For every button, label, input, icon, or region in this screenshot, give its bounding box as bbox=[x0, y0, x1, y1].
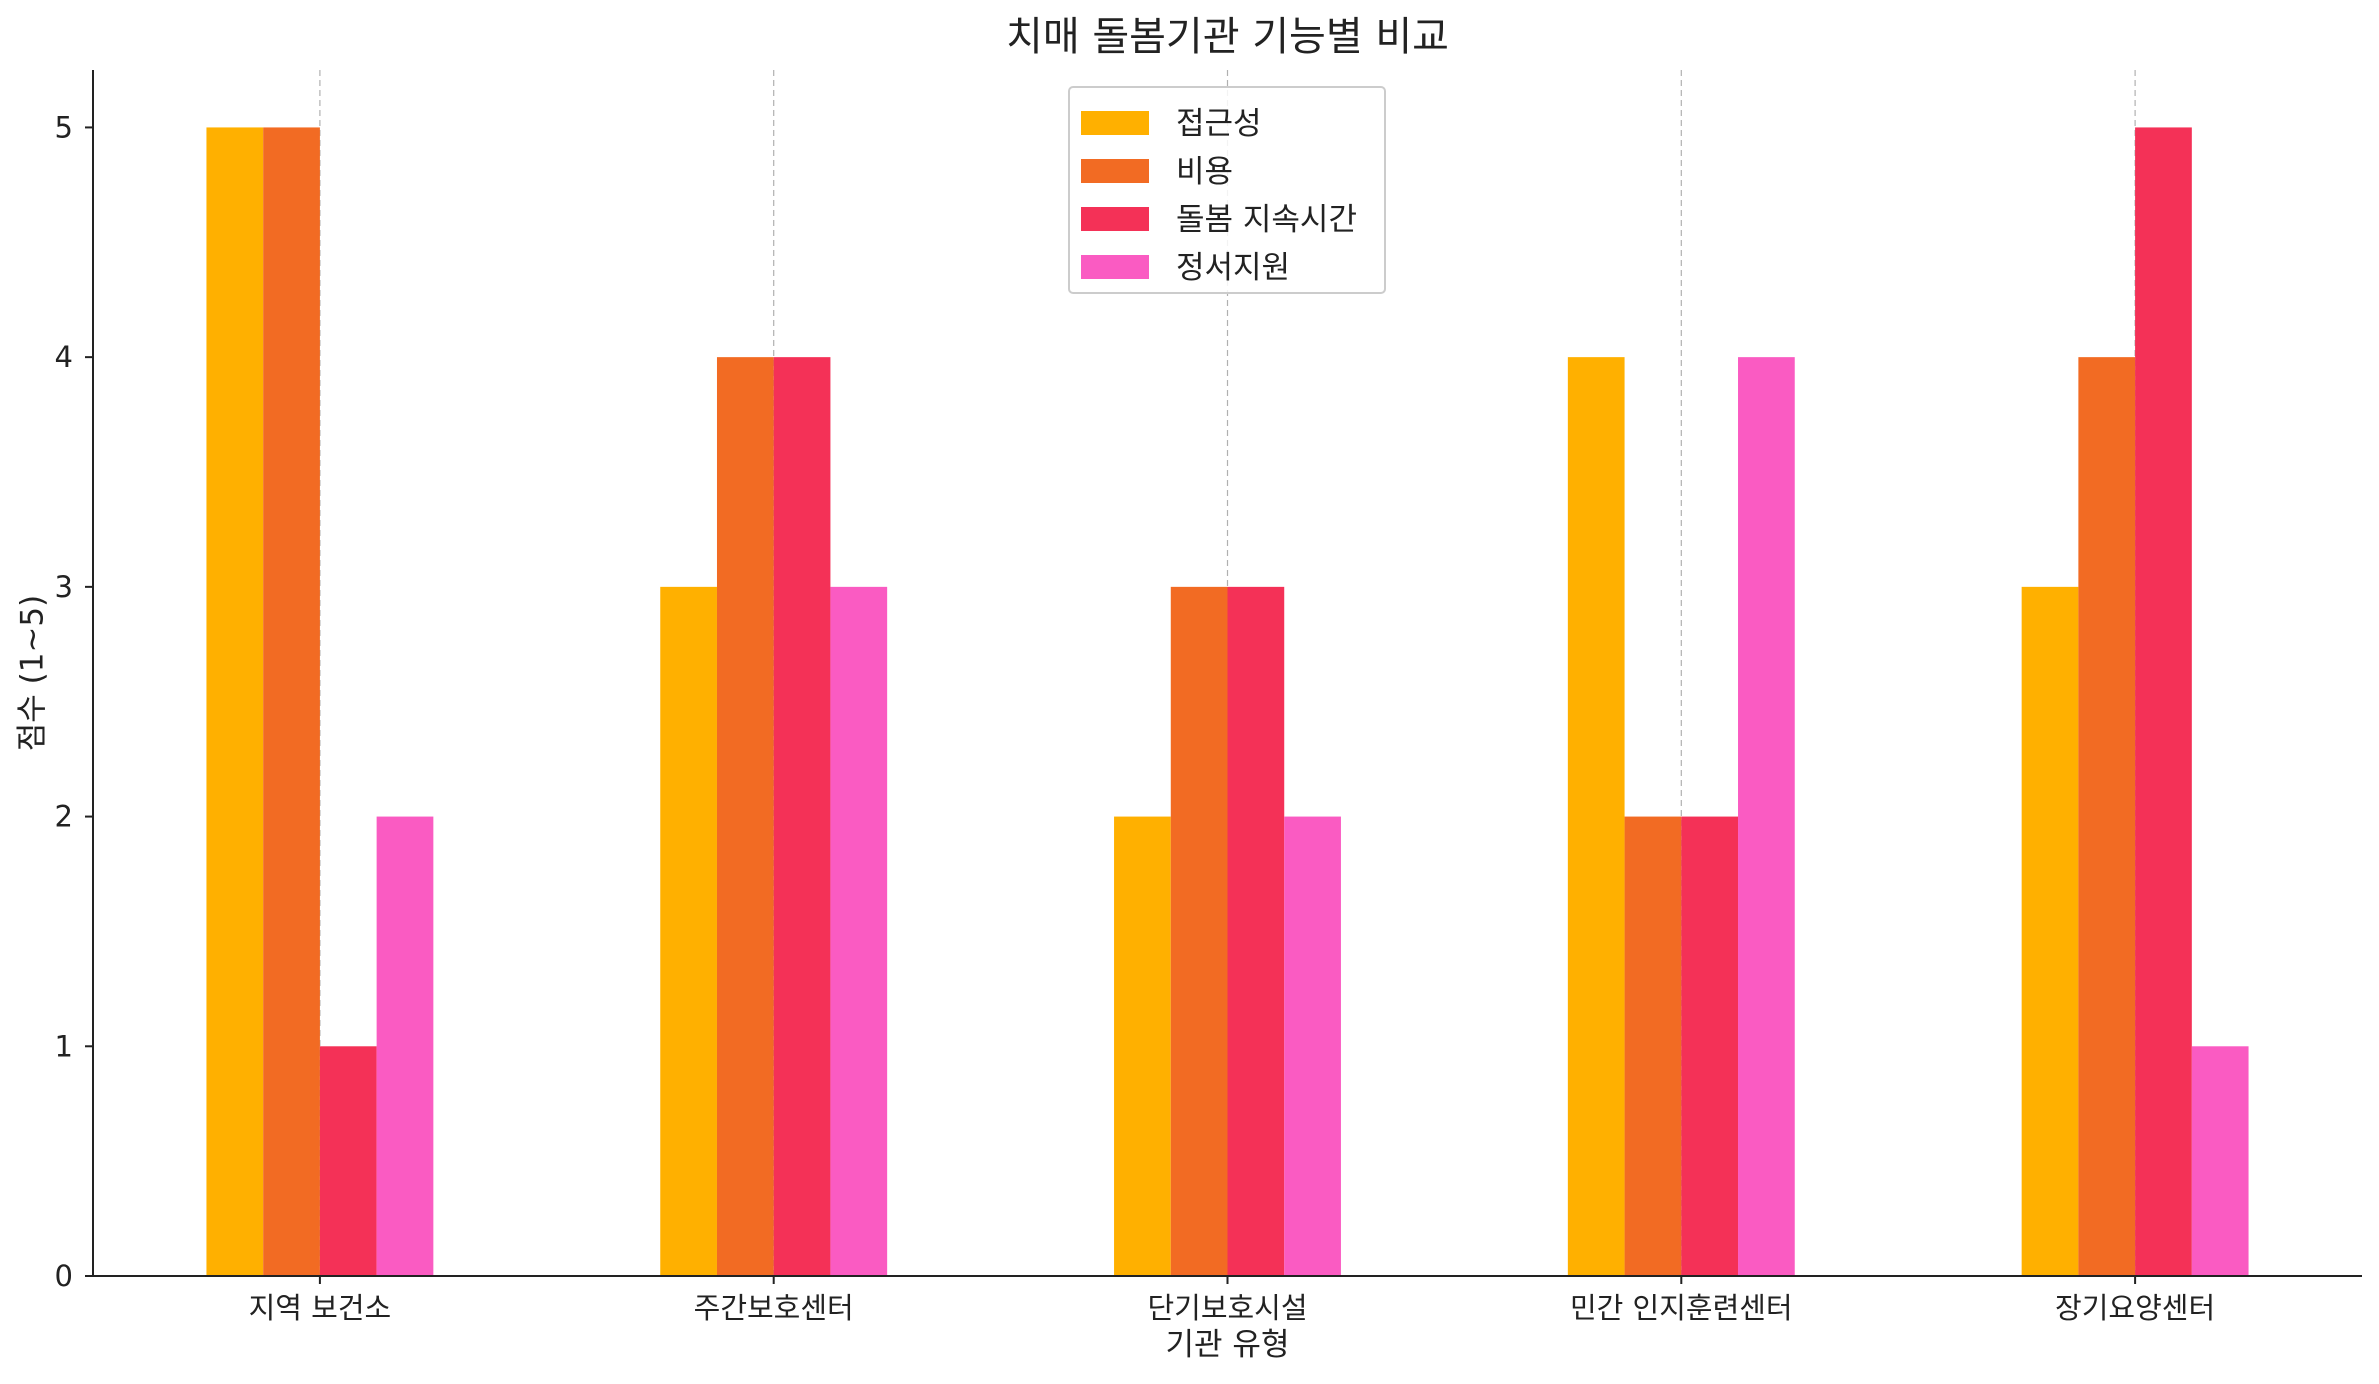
legend-swatch bbox=[1081, 255, 1149, 279]
bar bbox=[773, 357, 831, 1277]
y-tick-label: 4 bbox=[55, 340, 73, 374]
legend-label: 접근성 bbox=[1176, 106, 1262, 142]
bar bbox=[2078, 357, 2136, 1277]
bar bbox=[1227, 586, 1285, 1276]
bar bbox=[830, 586, 888, 1276]
legend-swatch bbox=[1081, 111, 1149, 135]
legend-frame bbox=[1068, 86, 1386, 294]
legend-label: 정서지원 bbox=[1176, 250, 1290, 286]
bar bbox=[263, 127, 320, 1276]
ticks-layer: 0 1 2 3 4 5 지역 보건소 주간보호센터 단기보호시설 민간 인지훈련센터 장기요양센터 bbox=[55, 110, 2216, 1325]
legend-swatch bbox=[1081, 207, 1149, 231]
bar bbox=[1738, 357, 1795, 1277]
x-tick-label: 장기요양센터 bbox=[2055, 1291, 2215, 1325]
bars-layer bbox=[206, 127, 2249, 1277]
y-tick-label: 5 bbox=[55, 110, 73, 144]
y-axis-label: 점수 (1~5) bbox=[15, 595, 51, 752]
legend-label: 돌봄 지속시간 bbox=[1176, 202, 1357, 238]
bar bbox=[2135, 127, 2192, 1276]
x-axis-label: 기관 유형 bbox=[1166, 1327, 1290, 1363]
bar bbox=[376, 816, 434, 1276]
chart-title: 치매 돌봄기관 기능별 비교 bbox=[1006, 14, 1449, 60]
bar bbox=[1567, 357, 1625, 1277]
y-tick-label: 1 bbox=[55, 1029, 73, 1063]
bar bbox=[2191, 1046, 2249, 1276]
bar bbox=[1624, 816, 1682, 1276]
x-tick-label: 민간 인지훈련센터 bbox=[1570, 1291, 1793, 1325]
bar bbox=[206, 127, 264, 1276]
y-tick-label: 0 bbox=[55, 1259, 73, 1293]
bar bbox=[1170, 586, 1228, 1276]
legend-label: 비용 bbox=[1176, 154, 1233, 190]
bar bbox=[319, 1046, 377, 1276]
x-tick-label: 지역 보건소 bbox=[249, 1291, 392, 1325]
x-tick-label: 단기보호시설 bbox=[1147, 1291, 1307, 1325]
bar bbox=[716, 357, 774, 1277]
bar bbox=[1284, 816, 1341, 1276]
x-tick-label: 주간보호센터 bbox=[694, 1291, 854, 1325]
bar bbox=[2021, 586, 2079, 1276]
y-tick-label: 2 bbox=[55, 800, 73, 834]
y-tick-label: 3 bbox=[55, 570, 73, 604]
bar bbox=[1114, 816, 1171, 1276]
bar bbox=[1681, 816, 1739, 1276]
bar bbox=[660, 586, 717, 1276]
legend-swatch bbox=[1081, 159, 1149, 183]
